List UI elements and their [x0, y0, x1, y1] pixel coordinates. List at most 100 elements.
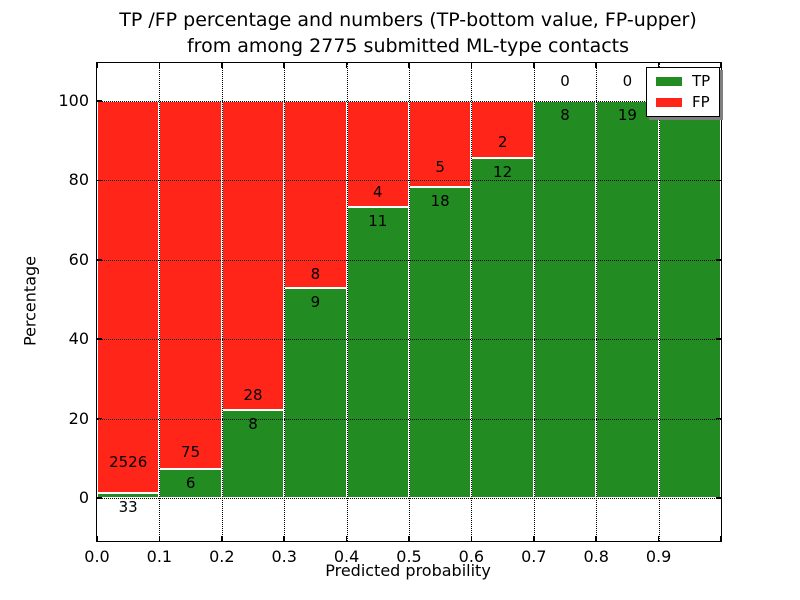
vertical-gridline [409, 63, 410, 541]
bar-fp-segment [221, 101, 285, 410]
vertical-gridline [658, 63, 660, 541]
x-tick-mark-bottom [221, 536, 223, 541]
x-tick-mark-bottom [283, 536, 285, 541]
legend-swatch-fp [656, 98, 682, 107]
fp-count-label: 28 [243, 385, 263, 404]
fp-count-label: 8 [310, 264, 321, 283]
bar-tp-segment [409, 187, 472, 498]
fp-count-label: 0 [622, 71, 633, 90]
tp-count-label: 8 [248, 414, 258, 433]
tp-count-label: 9 [310, 292, 321, 311]
fp-count-label: 2526 [109, 453, 148, 471]
bar-fp-segment [346, 101, 409, 207]
tp-count-label: 8 [560, 106, 570, 124]
y-tick-label: 0 [78, 488, 89, 507]
y-tick-label: 20 [68, 408, 89, 428]
x-tick-mark-bottom [96, 536, 98, 541]
y-tick-mark-left [97, 497, 102, 499]
legend-label-tp: TP [692, 72, 711, 90]
vertical-gridline [159, 63, 161, 541]
bar-tp-segment [596, 101, 659, 498]
x-tick-mark-bottom [345, 536, 348, 541]
y-tick-mark-right [716, 497, 721, 499]
vertical-gridline [221, 63, 223, 541]
x-tick-mark-bottom [158, 536, 161, 541]
tp-count-label: 6 [185, 473, 196, 492]
bar-tp-segment [159, 468, 222, 498]
y-tick-mark-right [716, 179, 721, 182]
x-tick-mark-top [96, 63, 98, 68]
bar-fp-segment [159, 101, 222, 469]
x-tick-label: 0.9 [645, 547, 672, 566]
plot-area: 0.0 0.1 0.2 0.3 0.4 0.5 0.6 0.7 0.8 0.9 0 20 40 60 80 1… [58, 62, 722, 566]
chart-title-line1: TP /FP percentage and numbers (TP-bottom… [119, 9, 697, 31]
y-tick-mark-right [716, 338, 721, 340]
x-tick-label: 0.8 [583, 547, 609, 566]
tp-count-label: 11 [368, 211, 388, 230]
x-tick-label: 0.6 [458, 547, 485, 566]
x-tick-mark-bottom [533, 536, 535, 541]
bar-tp-segment [97, 492, 160, 498]
horizontal-gridline [97, 101, 721, 102]
legend: TP FP [646, 67, 721, 117]
x-tick-mark-top [408, 63, 410, 68]
x-tick-mark-top [283, 63, 285, 68]
y-tick-mark-right [716, 259, 721, 261]
fp-count-label: 5 [435, 158, 445, 177]
tp-count-label: 18 [430, 192, 450, 211]
y-tick-label: 60 [68, 249, 89, 269]
x-axis-label: Predicted probability [325, 561, 491, 580]
x-tick-mark-top [657, 63, 660, 68]
y-tick-label: 100 [58, 91, 89, 110]
horizontal-gridline [97, 259, 721, 261]
y-tick-label: 40 [68, 329, 89, 349]
chart-title-line2: from among 2775 submitted ML-type contac… [186, 35, 630, 57]
x-tick-mark-top [345, 63, 348, 68]
bar-tp-segment [284, 287, 347, 498]
y-tick-mark-left [97, 100, 102, 102]
x-tick-mark-bottom [657, 536, 660, 541]
x-tick-mark-bottom [470, 536, 473, 541]
x-tick-mark-top [158, 63, 161, 68]
fp-count-label: 2 [497, 133, 508, 152]
horizontal-gridline [97, 339, 721, 341]
x-tick-mark-top [470, 63, 473, 68]
tp-count-label: 33 [118, 497, 138, 516]
x-tick-label: 0.4 [333, 547, 360, 566]
y-tick-label: 80 [68, 170, 89, 190]
x-tick-label: 0.2 [209, 547, 235, 566]
fp-count-label: 4 [373, 183, 383, 202]
tp-count-label: 12 [493, 162, 513, 181]
y-tick-mark-left [97, 259, 102, 261]
bar-tp-segment [658, 101, 721, 498]
legend-entry-fp: FP [656, 95, 710, 110]
x-tick-mark-top [533, 63, 535, 68]
x-tick-label: 0.1 [146, 547, 173, 566]
x-tick-mark-bottom [408, 536, 410, 541]
chart-title: TP /FP percentage and numbers (TP-bottom… [88, 7, 728, 59]
bar-tp-segment [346, 206, 409, 498]
x-tick-mark-top [720, 63, 722, 68]
x-tick-label: 0.0 [84, 547, 110, 566]
y-tick-mark-right [716, 417, 721, 420]
vertical-gridline [284, 63, 286, 541]
y-tick-mark-left [97, 338, 102, 340]
x-tick-label: 0.5 [396, 547, 422, 566]
legend-swatch-tp [656, 77, 682, 86]
horizontal-gridline [97, 180, 721, 182]
x-tick-label: 0.3 [271, 547, 297, 566]
bar-fp-segment [97, 101, 160, 493]
y-tick-mark-left [97, 417, 102, 420]
vertical-gridline [533, 63, 535, 541]
tp-count-label: 19 [617, 106, 637, 124]
vertical-gridline [346, 63, 348, 541]
fp-count-label: 0 [560, 71, 570, 90]
x-tick-mark-top [595, 63, 597, 68]
x-tick-label: 0.7 [521, 547, 547, 566]
horizontal-gridline [97, 498, 721, 499]
legend-entry-tp: TP [656, 74, 710, 89]
x-tick-mark-bottom [720, 536, 722, 541]
x-tick-mark-top [221, 63, 223, 68]
legend-label-fp: FP [692, 93, 710, 111]
